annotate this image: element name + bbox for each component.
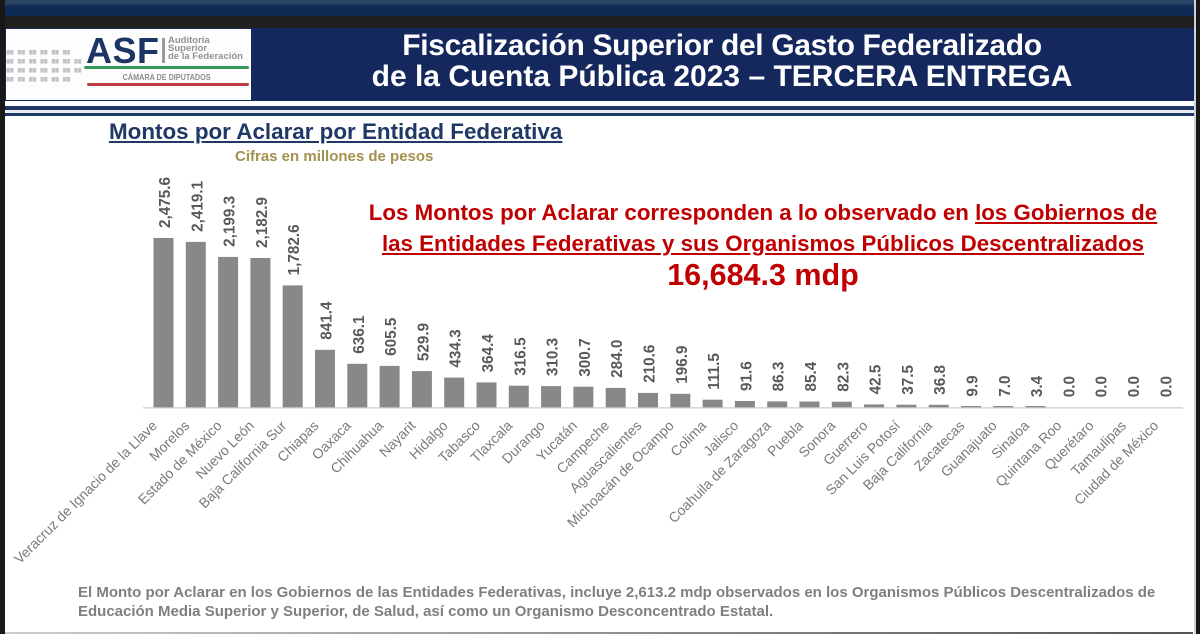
svg-text:2,475.6: 2,475.6 xyxy=(157,177,174,228)
svg-text:37.5: 37.5 xyxy=(900,364,917,394)
svg-text:316.5: 316.5 xyxy=(512,337,529,376)
svg-text:91.6: 91.6 xyxy=(738,361,755,391)
svg-text:111.5: 111.5 xyxy=(706,353,723,390)
svg-text:7.0: 7.0 xyxy=(997,376,1014,397)
svg-text:36.8: 36.8 xyxy=(932,365,949,395)
svg-text:1,782.6: 1,782.6 xyxy=(286,224,303,275)
svg-text:2,419.1: 2,419.1 xyxy=(189,180,206,232)
svg-text:284.0: 284.0 xyxy=(609,340,626,378)
svg-text:86.3: 86.3 xyxy=(771,362,788,392)
svg-text:0.0: 0.0 xyxy=(1094,376,1111,397)
svg-text:364.4: 364.4 xyxy=(480,334,497,373)
svg-text:841.4: 841.4 xyxy=(319,301,336,340)
svg-text:434.3: 434.3 xyxy=(448,329,465,367)
svg-text:2,199.3: 2,199.3 xyxy=(222,196,239,247)
svg-text:9.9: 9.9 xyxy=(965,375,982,396)
svg-text:Colima: Colima xyxy=(667,417,709,459)
svg-text:300.7: 300.7 xyxy=(577,338,594,376)
svg-text:0.0: 0.0 xyxy=(1061,376,1078,397)
svg-text:3.4: 3.4 xyxy=(1029,375,1046,397)
svg-text:42.5: 42.5 xyxy=(868,364,885,394)
svg-text:85.4: 85.4 xyxy=(803,361,820,391)
svg-text:529.9: 529.9 xyxy=(415,323,432,361)
svg-text:196.9: 196.9 xyxy=(674,346,691,384)
svg-text:2,182.9: 2,182.9 xyxy=(254,197,271,248)
svg-text:82.3: 82.3 xyxy=(835,362,852,392)
svg-text:210.6: 210.6 xyxy=(642,345,659,383)
svg-text:0.0: 0.0 xyxy=(1126,376,1143,397)
svg-text:0.0: 0.0 xyxy=(1158,376,1175,397)
svg-text:605.5: 605.5 xyxy=(383,317,400,356)
svg-text:310.3: 310.3 xyxy=(545,338,562,376)
svg-text:636.1: 636.1 xyxy=(351,315,368,354)
